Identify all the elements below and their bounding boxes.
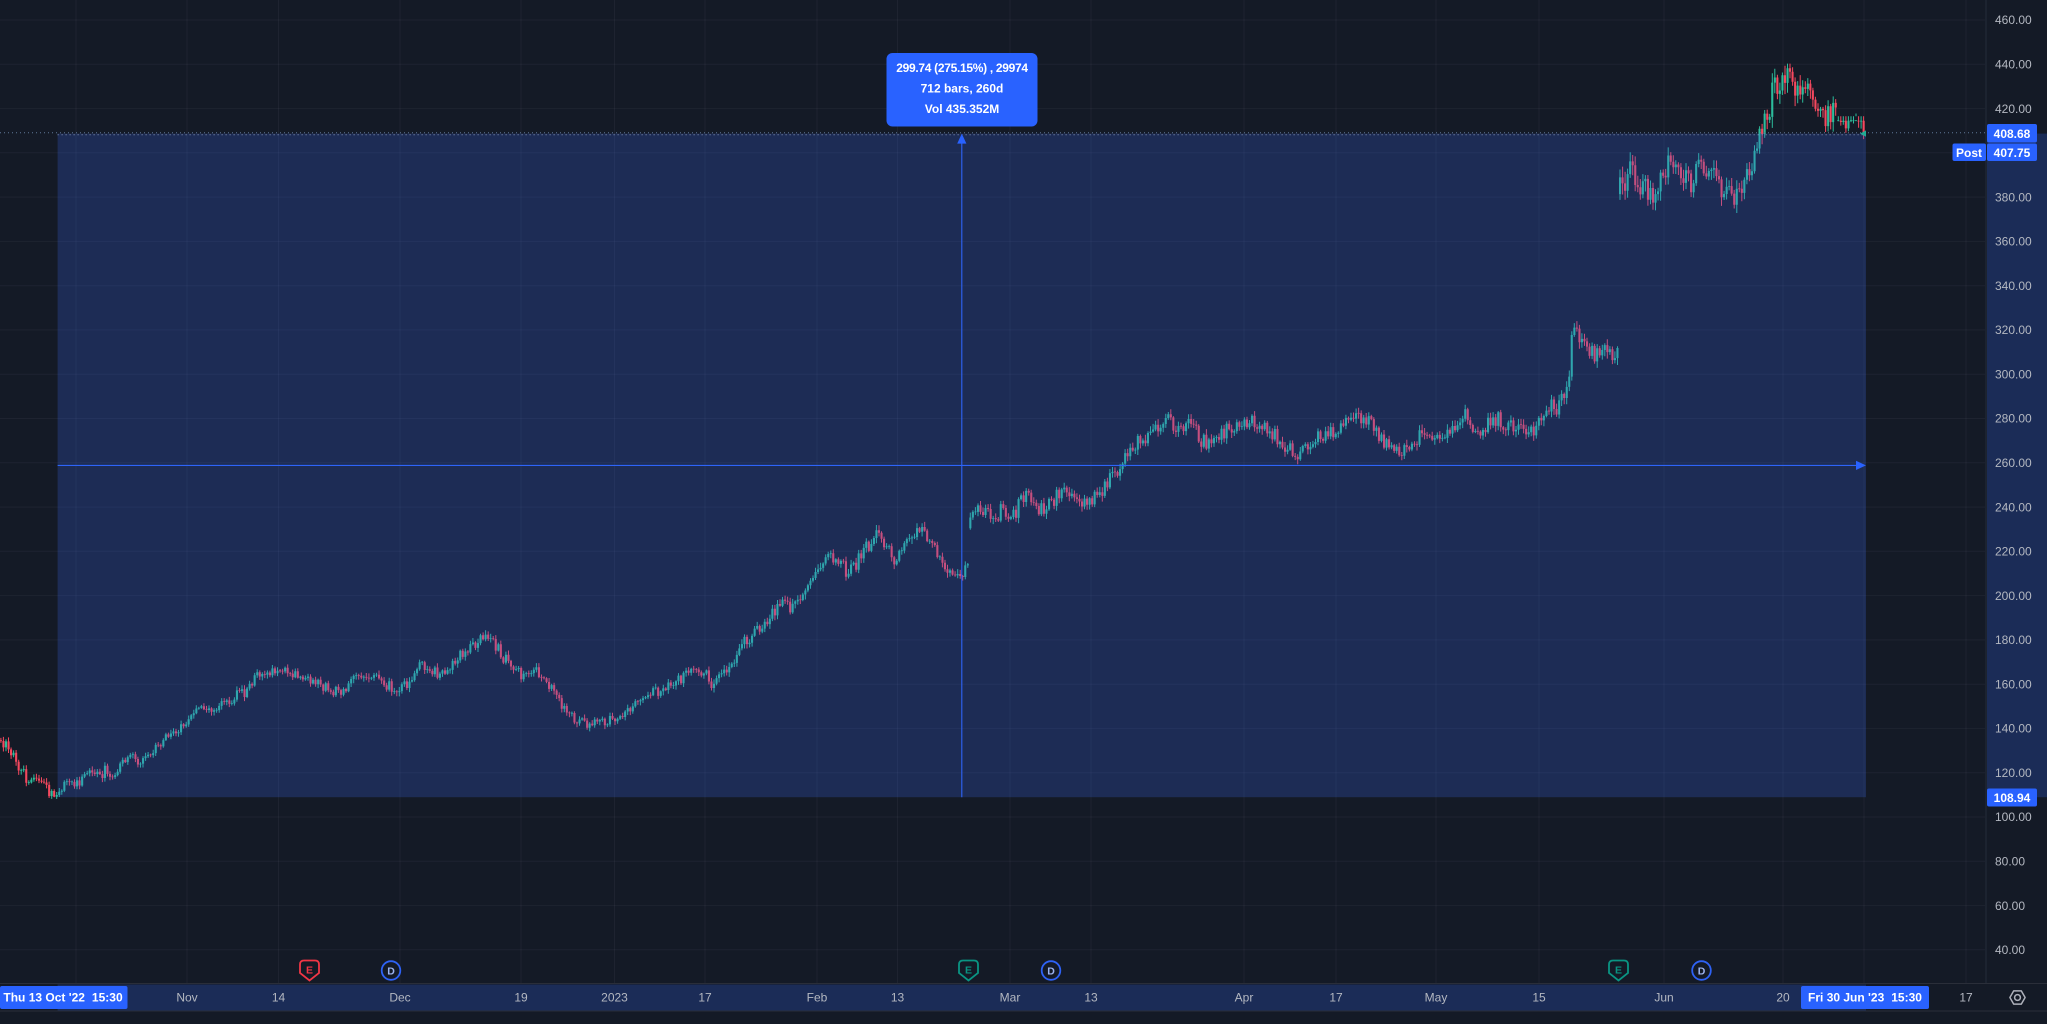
svg-text:408.68: 408.68 [1994,127,2031,141]
svg-text:80.00: 80.00 [1995,855,2025,869]
svg-text:E: E [965,964,972,976]
svg-text:Feb: Feb [807,991,828,1005]
svg-text:13: 13 [1084,991,1098,1005]
svg-text:20: 20 [1776,991,1790,1005]
svg-text:220.00: 220.00 [1995,545,2032,559]
svg-text:Nov: Nov [176,991,197,1005]
svg-text:17: 17 [1959,991,1973,1005]
svg-text:Apr: Apr [1235,991,1254,1005]
svg-text:D: D [1698,966,1706,978]
svg-text:Vol 435.352M: Vol 435.352M [925,102,999,116]
svg-text:280.00: 280.00 [1995,412,2032,426]
svg-text:May: May [1425,991,1448,1005]
svg-text:D: D [1047,966,1055,978]
svg-text:40.00: 40.00 [1995,943,2025,957]
svg-text:180.00: 180.00 [1995,633,2032,647]
svg-text:360.00: 360.00 [1995,235,2032,249]
svg-text:380.00: 380.00 [1995,190,2032,204]
svg-text:Jun: Jun [1654,991,1673,1005]
svg-text:460.00: 460.00 [1995,13,2032,27]
svg-text:E: E [1615,964,1622,976]
svg-text:17: 17 [1329,991,1343,1005]
svg-text:300.00: 300.00 [1995,367,2032,381]
svg-text:60.00: 60.00 [1995,899,2025,913]
svg-text:240.00: 240.00 [1995,500,2032,514]
svg-text:407.75: 407.75 [1994,146,2031,160]
svg-text:320.00: 320.00 [1995,323,2032,337]
svg-text:13: 13 [891,991,905,1005]
svg-text:15: 15 [1532,991,1546,1005]
svg-text:100.00: 100.00 [1995,810,2032,824]
svg-text:160.00: 160.00 [1995,677,2032,691]
svg-text:D: D [387,966,395,978]
svg-text:140.00: 140.00 [1995,722,2032,736]
svg-text:Post: Post [1956,146,1982,160]
svg-text:200.00: 200.00 [1995,589,2032,603]
svg-text:Mar: Mar [1000,991,1021,1005]
svg-text:440.00: 440.00 [1995,58,2032,72]
svg-text:E: E [306,964,313,976]
svg-text:340.00: 340.00 [1995,279,2032,293]
svg-text:712 bars, 260d: 712 bars, 260d [921,82,1004,96]
svg-text:14: 14 [272,991,286,1005]
svg-text:19: 19 [514,991,528,1005]
svg-text:260.00: 260.00 [1995,456,2032,470]
svg-text:120.00: 120.00 [1995,766,2032,780]
svg-text:2023: 2023 [601,991,628,1005]
svg-text:108.94: 108.94 [1994,791,2031,805]
svg-text:420.00: 420.00 [1995,102,2032,116]
svg-text:17: 17 [698,991,712,1005]
svg-text:299.74 (275.15%) , 29974: 299.74 (275.15%) , 29974 [896,61,1028,75]
svg-text:Dec: Dec [389,991,410,1005]
